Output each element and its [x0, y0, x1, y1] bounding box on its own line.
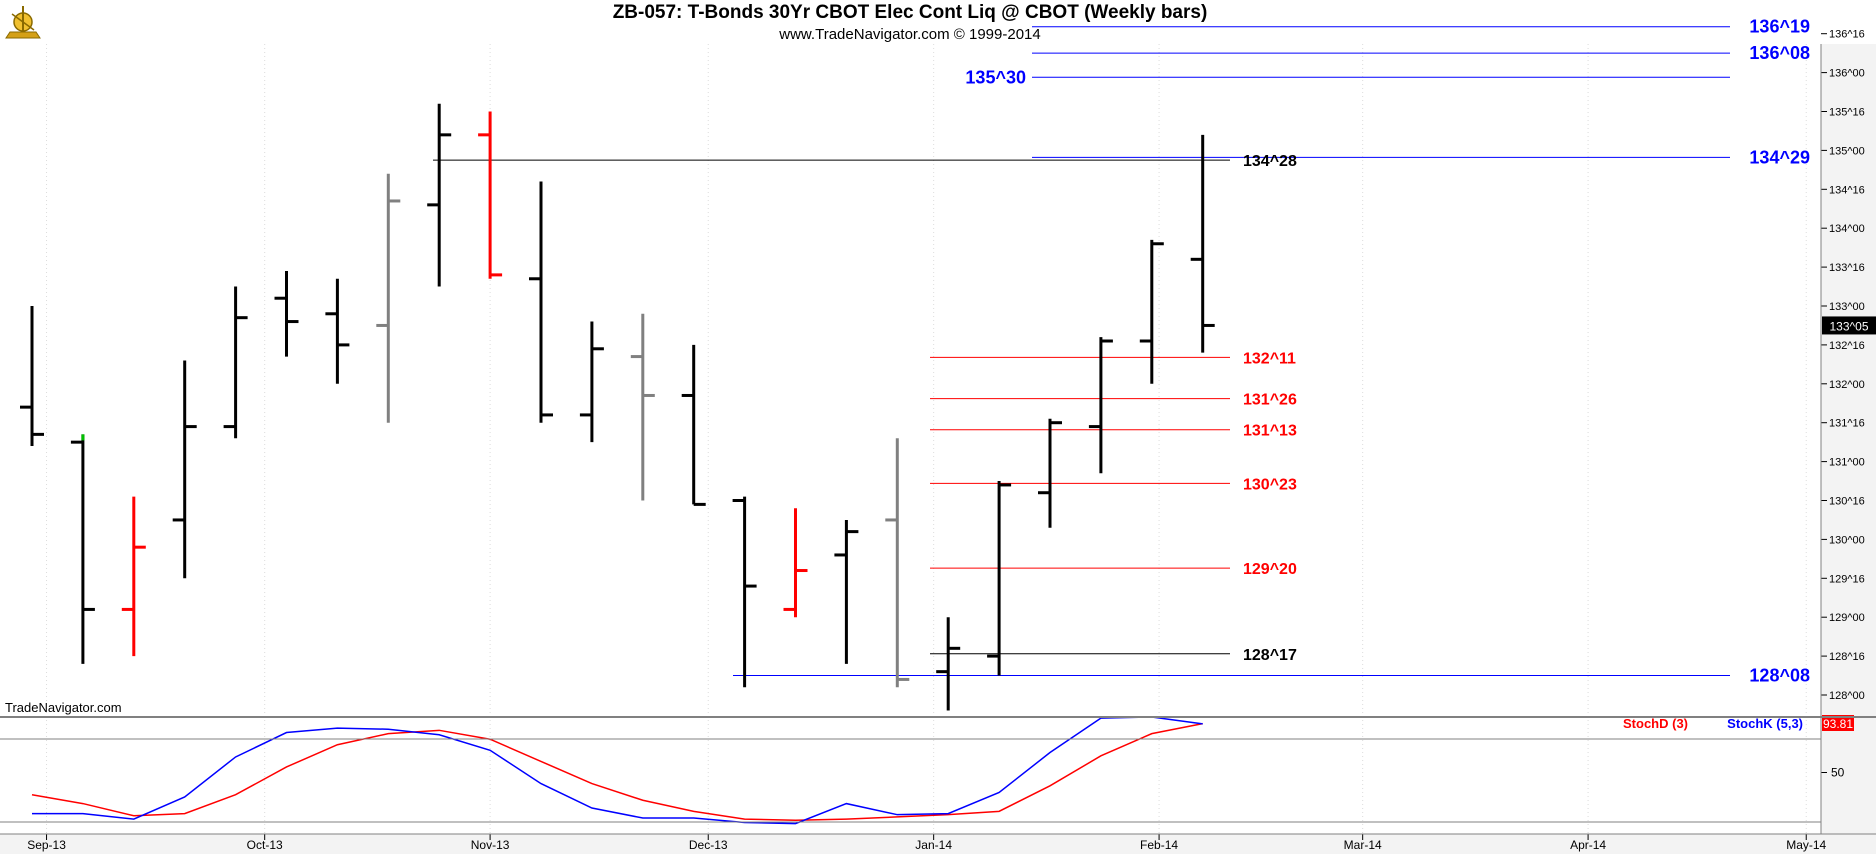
level-label: 135^30	[965, 67, 1026, 87]
price-levels: 136^19 136^08 135^30 134^29 134^28 132^11 131^…	[433, 17, 1810, 686]
price-axis-label: 132^00	[1829, 379, 1865, 391]
price-axis-label: 128^16	[1829, 651, 1865, 663]
price-axis-label: 130^16	[1829, 496, 1865, 508]
stoch-last-label: 93.81	[1823, 717, 1853, 731]
price-axis-label: 128^00	[1829, 690, 1865, 702]
main-panel-background	[0, 44, 1821, 715]
price-axis-label: 136^16	[1829, 29, 1865, 41]
price-axis-label: 136^00	[1829, 68, 1865, 80]
price-axis-label: 131^16	[1829, 418, 1865, 430]
price-axis-label: 134^16	[1829, 184, 1865, 196]
last-price-label: 133^05	[1830, 319, 1869, 333]
stoch-d-legend: StochD (3)	[1623, 716, 1688, 731]
level-label: 134^29	[1749, 147, 1810, 167]
time-axis-label: Nov-13	[471, 838, 510, 852]
stoch-last-badge	[1822, 715, 1854, 731]
level-label: 131^26	[1243, 392, 1297, 409]
level-label: 134^28	[1243, 153, 1297, 170]
watermark-label: TradeNavigator.com	[5, 700, 122, 715]
price-axis-label: 129^00	[1829, 612, 1865, 624]
stoch-k-legend: StochK (5,3)	[1727, 716, 1803, 731]
level-label: 131^13	[1243, 423, 1297, 440]
level-label: 128^17	[1243, 647, 1297, 664]
stoch-series-line	[32, 716, 1203, 825]
stochastic-lines: StochD (3) StochK (5,3)	[31, 716, 1803, 825]
price-axis-label: 131^00	[1829, 457, 1865, 469]
level-label: 129^20	[1243, 561, 1297, 578]
level-label: 130^23	[1243, 476, 1297, 493]
price-axis-label: 135^16	[1829, 107, 1865, 119]
time-axis-label: Dec-13	[689, 838, 728, 852]
time-axis-label: May-14	[1786, 838, 1826, 852]
time-axis-background	[0, 834, 1876, 854]
time-axis-label: Apr-14	[1570, 838, 1606, 852]
price-axis-label: 130^00	[1829, 534, 1865, 546]
price-axis-background	[1821, 44, 1876, 834]
price-axis-label: 129^16	[1829, 573, 1865, 585]
time-axis-label: Jan-14	[915, 838, 952, 852]
time-axis-label: Oct-13	[247, 838, 283, 852]
stoch-series-line	[31, 722, 1203, 821]
price-axis-label: 133^00	[1829, 301, 1865, 313]
level-label: 128^08	[1749, 666, 1810, 686]
price-axis-label: 132^16	[1829, 340, 1865, 352]
price-axis-label: 133^16	[1829, 262, 1865, 274]
ohlc-bars	[20, 103, 1215, 711]
time-axis-label: Feb-14	[1140, 838, 1178, 852]
time-axis-label: Mar-14	[1344, 838, 1382, 852]
level-label: 136^19	[1749, 17, 1810, 37]
chart-subtitle: www.TradeNavigator.com © 1999-2014	[779, 26, 1041, 43]
last-price-badge	[1822, 316, 1876, 335]
stoch-axis-label: 50	[1831, 766, 1845, 780]
price-axis-label: 134^00	[1829, 223, 1865, 235]
level-label: 132^11	[1243, 350, 1296, 367]
price-axis-label: 135^00	[1829, 145, 1865, 157]
chart-title: ZB-057: T-Bonds 30Yr CBOT Elec Cont Liq …	[612, 2, 1208, 23]
level-label: 136^08	[1749, 43, 1810, 63]
axes: 128^00 128^16 129^00 129^16 130^00 130^16 131^…	[27, 29, 1876, 852]
trading-logo-icon	[5, 6, 41, 39]
time-axis-label: Sep-13	[27, 838, 66, 852]
